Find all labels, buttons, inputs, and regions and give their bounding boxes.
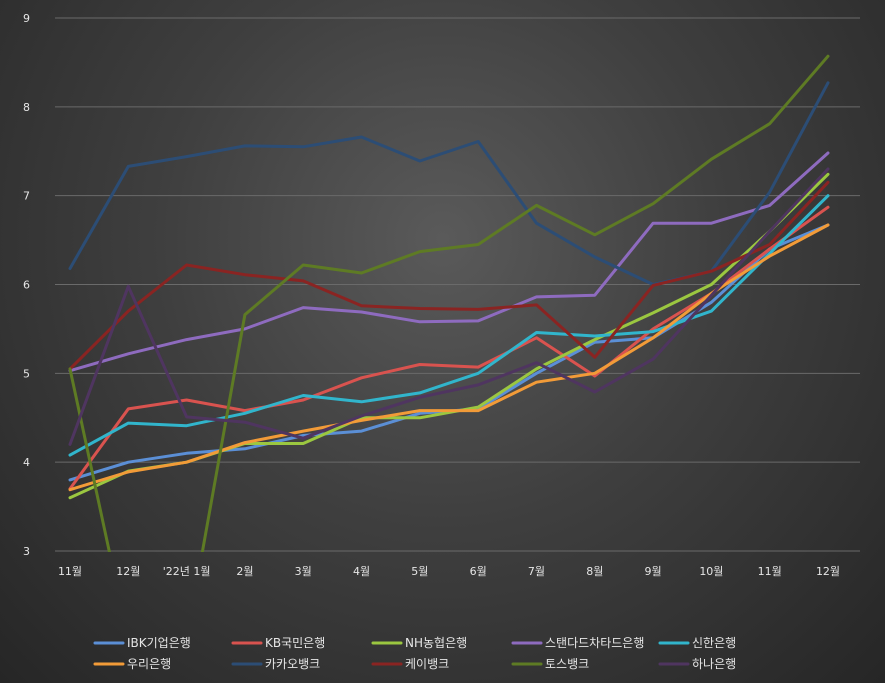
legend-label: 신한은행 <box>692 635 736 650</box>
x-tick-label: 12월 <box>116 565 140 578</box>
x-tick-label: 3월 <box>295 565 312 578</box>
series-line-4 <box>68 194 830 457</box>
x-tick-label: 6월 <box>470 565 487 578</box>
x-tick-label: 11월 <box>758 565 782 578</box>
series-line-0 <box>68 223 830 482</box>
legend-label: 토스뱅크 <box>545 657 589 671</box>
series-line-3 <box>68 151 830 373</box>
series-lines <box>68 54 830 552</box>
series-line-5 <box>68 223 830 492</box>
y-tick-label: 4 <box>23 456 30 469</box>
y-tick-label: 8 <box>23 101 30 114</box>
x-tick-label: 2월 <box>236 565 253 578</box>
x-axis-ticks: 11월 12월 '22년 1월 2월 3월 4월 5월 6월 7월 8월 9월 10월 11월 12월 <box>58 565 840 578</box>
x-tick-label: 5월 <box>411 565 428 578</box>
x-tick-label: 10월 <box>699 565 723 578</box>
legend-label: 하나은행 <box>692 656 736 671</box>
x-tick-label: 8월 <box>586 565 603 578</box>
legend-label: 우리은행 <box>127 656 171 671</box>
series-line-8 <box>68 54 830 552</box>
y-tick-label: 6 <box>23 279 30 292</box>
x-tick-label: 9월 <box>645 565 662 578</box>
legend-label: 스탠다드차타드은행 <box>545 635 644 650</box>
series-line-9 <box>68 167 830 446</box>
series-line-7 <box>68 180 830 371</box>
x-tick-label: 12월 <box>816 565 840 578</box>
legend-label: 카카오뱅크 <box>265 657 320 671</box>
legend-label: IBK기업은행 <box>127 635 191 650</box>
x-tick-label: 4월 <box>353 565 370 578</box>
y-tick-label: 7 <box>23 190 30 203</box>
y-tick-label: 3 <box>23 545 30 558</box>
x-tick-label: 11월 <box>58 565 82 578</box>
x-tick-label: '22년 1월 <box>163 565 211 578</box>
y-tick-label: 9 <box>23 12 30 25</box>
y-axis-ticks: 3 4 5 6 7 8 9 <box>23 12 30 558</box>
legend-label: NH농협은행 <box>405 635 467 650</box>
y-tick-label: 5 <box>23 367 30 380</box>
series-line-6 <box>68 81 830 286</box>
legend-label: 케이뱅크 <box>405 657 449 671</box>
legend-label: KB국민은행 <box>265 635 325 650</box>
x-tick-label: 7월 <box>528 565 545 578</box>
